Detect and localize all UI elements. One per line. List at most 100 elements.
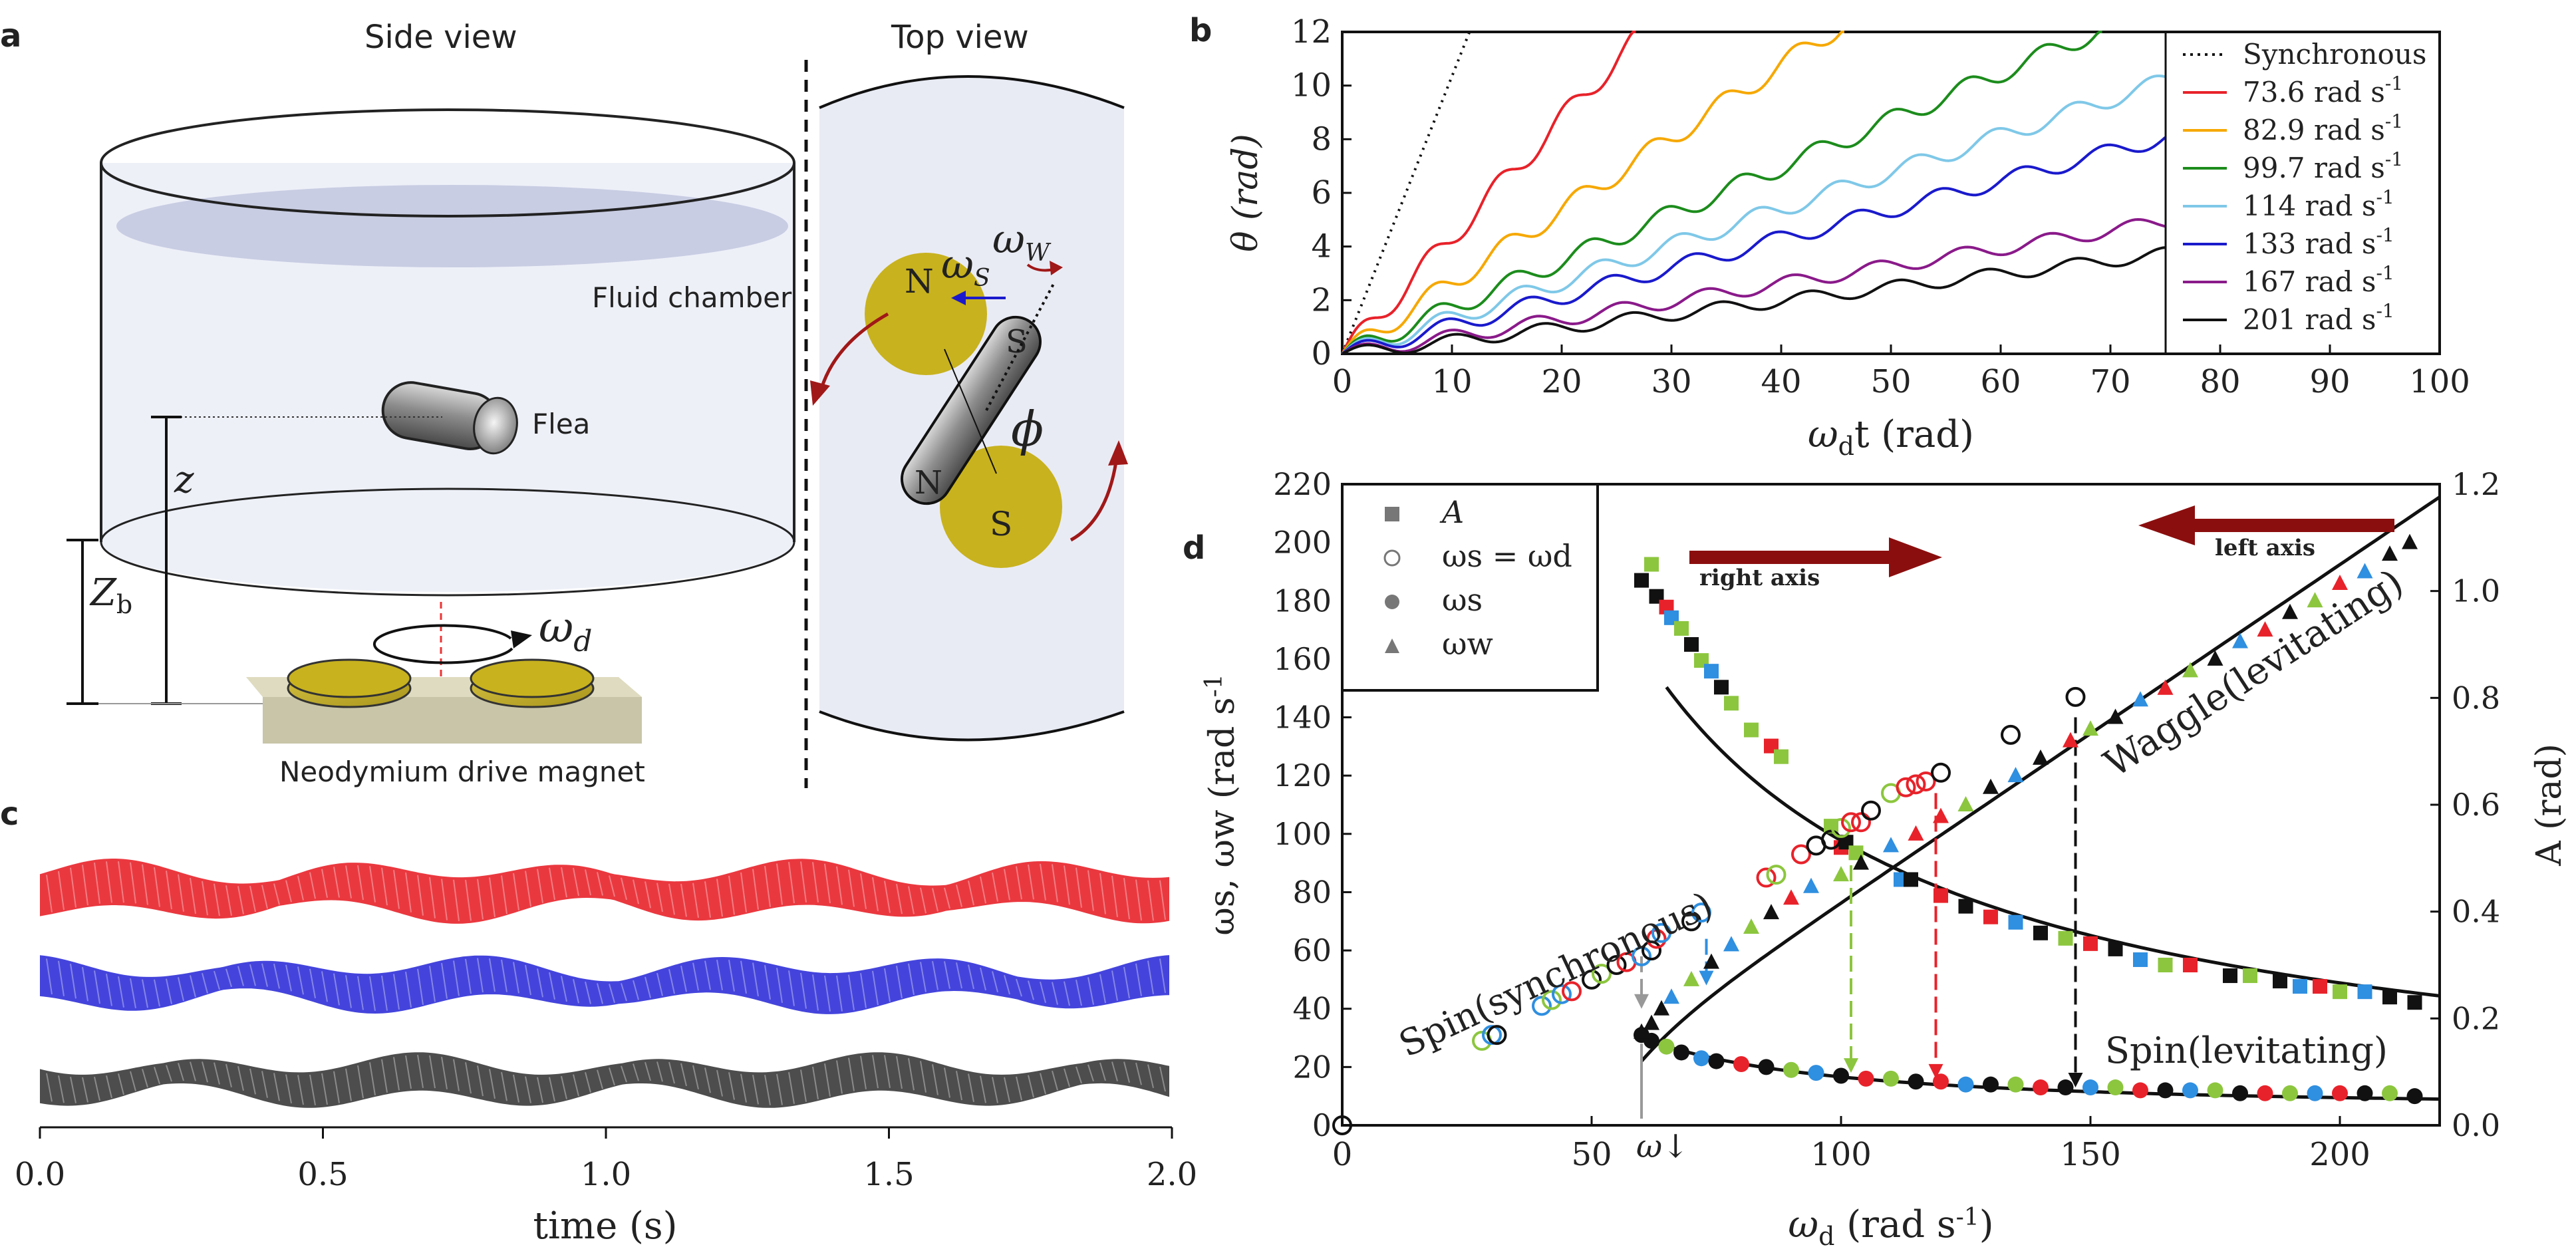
c-ribbon-streak	[381, 867, 388, 906]
c-ribbon-streak	[1147, 880, 1154, 921]
c-ribbon-streak	[537, 869, 543, 903]
c-ribbon-streak	[142, 979, 148, 1008]
c-ribbon-streak	[1040, 982, 1046, 1003]
c-ribbon-streak	[106, 1075, 112, 1099]
b-legend-label: 73.6 rad s-1	[2243, 72, 2403, 108]
c-ribbon-streak	[812, 1066, 819, 1100]
c-ribbon-streak	[800, 861, 807, 903]
d-ylabel-left: ωs, ωw (rad s-1	[1201, 674, 1242, 935]
c-ribbon-streak	[1028, 980, 1034, 1000]
c-ribbon-streak	[788, 1072, 795, 1104]
c-ribbon-streak	[465, 958, 472, 994]
c-ribbon-streak	[1111, 1061, 1118, 1081]
c-ribbon-streak	[740, 872, 747, 912]
c-ribbon-streak	[321, 1073, 328, 1105]
d-point-spin	[2232, 1085, 2248, 1101]
c-ribbon-streak	[585, 869, 591, 896]
c-ribbon-streak	[273, 963, 280, 989]
c-ribbon-streak	[860, 973, 867, 1008]
c-ribbon-streak	[237, 886, 244, 914]
c-ribbon-streak	[142, 864, 148, 905]
flea-axis-dotted	[985, 282, 1056, 411]
c-ribbon-streak	[644, 976, 651, 998]
d-point-spin	[1758, 1059, 1775, 1075]
c-ribbon-streak	[944, 961, 950, 989]
top-view-title: Top view	[891, 19, 1029, 56]
b-series-6	[1342, 246, 2166, 355]
c-ribbon-streak	[740, 1073, 747, 1103]
c-xtick-label: 0.0	[15, 1156, 65, 1193]
d-point-waggle	[2307, 592, 2323, 608]
c-ribbon-streak	[992, 872, 998, 902]
left-axis-label: left axis	[2215, 535, 2315, 561]
c-ribbon-2	[40, 1052, 1169, 1108]
c-ribbon-streak	[1075, 980, 1082, 1006]
d-point-sync	[1582, 969, 1602, 990]
b-ytick-label: 8	[1311, 120, 1332, 158]
d-ytick-right-label: 0.6	[2452, 787, 2500, 823]
c-ribbon-streak	[656, 883, 663, 912]
c-ribbon-streak	[932, 1064, 938, 1095]
c-ribbon-streak	[692, 962, 699, 991]
d-ytick-left-label: 220	[1273, 466, 1332, 502]
c-ribbon-streak	[1159, 1066, 1166, 1092]
c-ribbon-streak	[692, 1065, 699, 1090]
d-point-waggle	[2107, 708, 2124, 724]
c-ribbon-streak	[1075, 1066, 1082, 1084]
c-ribbon-streak	[1147, 1064, 1154, 1089]
c-ribbon-streak	[968, 881, 974, 906]
d-origin-marker	[1332, 1115, 1352, 1135]
d-point-spin	[1883, 1070, 1899, 1087]
c-ribbon-streak	[633, 879, 639, 905]
d-point-spin	[1673, 1044, 1689, 1061]
c-ribbon-streak	[872, 1055, 879, 1089]
c-ribbon-streak	[860, 873, 867, 909]
d-legend-label: A	[1439, 494, 1464, 530]
d-point-spin	[1933, 1073, 1949, 1090]
c-ribbon-streak	[824, 863, 831, 904]
d-point-sync	[1861, 800, 1881, 821]
d-point-waggle	[2332, 574, 2348, 590]
d-point-waggle	[1983, 778, 1999, 794]
c-ribbon-streak	[573, 867, 579, 897]
c-ribbon-streak	[824, 1063, 831, 1097]
c-ribbon-streak	[441, 879, 448, 920]
b-xtick-label: 70	[2090, 363, 2130, 400]
d-point-waggle	[2063, 732, 2078, 748]
d-point-spin	[2282, 1085, 2298, 1101]
d-point-sync	[1482, 1025, 1502, 1045]
d-point-amplitude	[1904, 872, 1918, 887]
c-ribbon-streak	[237, 1065, 244, 1091]
c-ribbon-streak	[214, 970, 220, 990]
c-ribbon-streak	[1123, 1061, 1130, 1083]
d-point-amplitude	[2158, 958, 2173, 972]
d-point-spin	[2357, 1085, 2373, 1101]
d-point-waggle	[1703, 953, 1719, 969]
d-point-spin	[1733, 1055, 1749, 1072]
c-ribbon-streak	[776, 863, 783, 905]
b-xtick-label: 60	[1980, 363, 2021, 400]
c-ribbon-streak	[752, 962, 759, 997]
pole-s-bottom: S	[990, 505, 1012, 543]
b-xlabel: ωdt (rad)	[1808, 413, 1974, 461]
c-ribbon-streak	[1075, 867, 1082, 908]
d-point-waggle	[2402, 533, 2418, 549]
c-ribbon-streak	[920, 1061, 927, 1093]
c-ribbon-streak	[357, 1065, 364, 1099]
d-point-sync	[1756, 867, 1777, 888]
d-point-spin	[2182, 1082, 2198, 1099]
d-transition-arrowhead	[1844, 1058, 1858, 1073]
c-ribbon-streak	[46, 958, 53, 995]
d-point-amplitude	[2357, 984, 2372, 1000]
d-point-amplitude	[1704, 664, 1719, 679]
d-ytick-left-label: 80	[1292, 874, 1332, 910]
d-ytick-left-label: 200	[1273, 525, 1332, 561]
d-point-waggle	[2282, 603, 2298, 619]
c-ribbon-streak	[896, 1055, 903, 1089]
panel-d-label: d	[1183, 529, 1205, 567]
c-ribbon-streak	[489, 1069, 496, 1099]
d-point-amplitude	[1983, 909, 1998, 924]
d-point-amplitude	[2293, 979, 2307, 994]
c-ribbon-streak	[585, 981, 591, 1004]
